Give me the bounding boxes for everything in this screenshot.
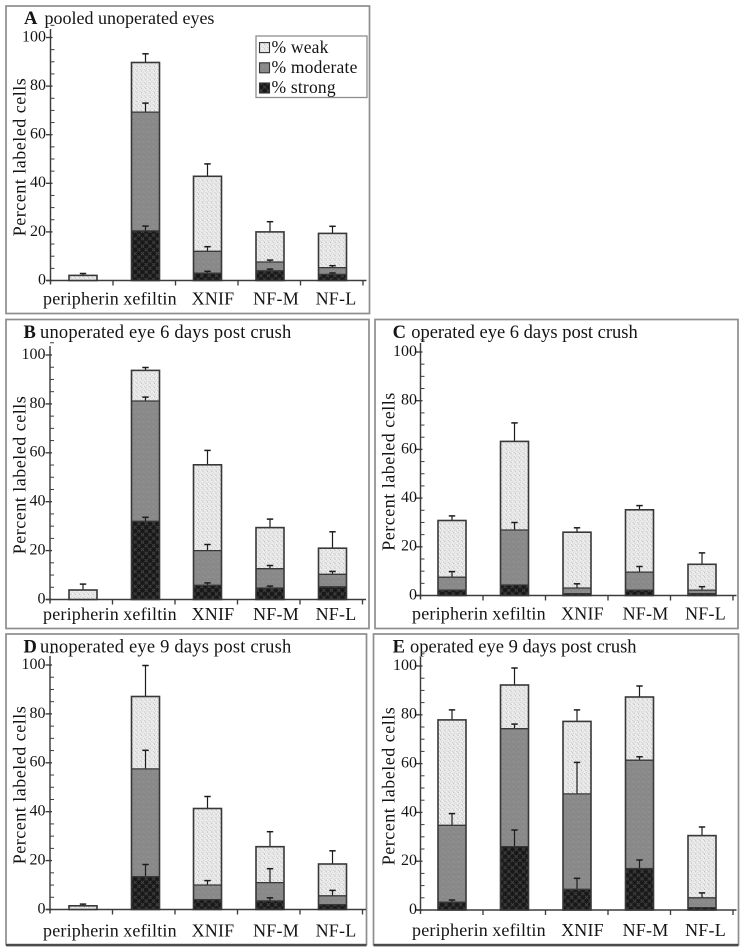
svg-text:80: 80 [30, 395, 46, 412]
svg-text:XNIF: XNIF [561, 920, 604, 940]
svg-text:% moderate: % moderate [272, 57, 358, 77]
svg-text:40: 40 [30, 174, 46, 191]
svg-text:A: A [24, 9, 38, 29]
svg-text:xefiltin: xefiltin [123, 289, 177, 309]
svg-text:60: 60 [30, 754, 46, 771]
svg-text:40: 40 [30, 493, 46, 510]
svg-text:Percent labeled cells: Percent labeled cells [379, 392, 399, 550]
svg-text:NF-L: NF-L [685, 920, 726, 940]
svg-text:pooled unoperated eyes: pooled unoperated eyes [45, 8, 215, 28]
svg-text:20: 20 [401, 852, 417, 869]
svg-text:0: 0 [409, 586, 417, 603]
svg-text:0: 0 [38, 590, 46, 607]
svg-text:0: 0 [409, 901, 417, 918]
svg-text:Percent labeled cells: Percent labeled cells [10, 706, 30, 864]
svg-text:Percent labeled cells: Percent labeled cells [10, 78, 30, 236]
svg-text:peripherin: peripherin [412, 920, 488, 940]
svg-text:xefiltin: xefiltin [123, 921, 177, 941]
svg-text:60: 60 [30, 126, 46, 143]
svg-text:NF-M: NF-M [623, 604, 669, 624]
svg-text:% weak: % weak [272, 37, 329, 57]
svg-text:C: C [393, 323, 406, 343]
svg-text:20: 20 [30, 542, 46, 559]
svg-text:operated eye 9 days post crush: operated eye 9 days post crush [410, 638, 637, 658]
svg-text:peripherin: peripherin [43, 921, 119, 941]
svg-text:80: 80 [30, 705, 46, 722]
svg-text:100: 100 [22, 28, 46, 45]
svg-text:100: 100 [393, 343, 417, 360]
svg-text:NF-L: NF-L [685, 604, 726, 624]
svg-text:60: 60 [30, 444, 46, 461]
svg-text:0: 0 [38, 900, 46, 917]
svg-text:xefiltin: xefiltin [123, 604, 177, 624]
svg-text:XNIF: XNIF [192, 604, 235, 624]
svg-text:Percent labeled cells: Percent labeled cells [379, 707, 399, 865]
svg-text:peripherin: peripherin [43, 289, 119, 309]
svg-text:20: 20 [30, 852, 46, 869]
svg-text:100: 100 [22, 656, 46, 673]
svg-text:100: 100 [393, 657, 417, 674]
svg-text:20: 20 [30, 223, 46, 240]
svg-text:XNIF: XNIF [192, 289, 235, 309]
svg-text:20: 20 [401, 538, 417, 555]
svg-text:40: 40 [30, 803, 46, 820]
svg-text:B: B [24, 323, 36, 343]
svg-text:peripherin: peripherin [412, 604, 488, 624]
svg-text:xefiltin: xefiltin [492, 604, 546, 624]
svg-text:E: E [393, 638, 405, 658]
svg-text:XNIF: XNIF [561, 604, 604, 624]
svg-text:60: 60 [401, 755, 417, 772]
svg-text:NF-M: NF-M [253, 921, 299, 941]
svg-text:D: D [24, 638, 37, 658]
svg-text:unoperated eye 9 days post cru: unoperated eye 9 days post crush [40, 638, 291, 658]
svg-text:peripherin: peripherin [43, 604, 119, 624]
svg-text:% strong: % strong [272, 77, 336, 97]
svg-text:Percent labeled cells: Percent labeled cells [10, 396, 30, 554]
svg-text:60: 60 [401, 440, 417, 457]
svg-text:NF-L: NF-L [316, 289, 357, 309]
svg-text:80: 80 [401, 706, 417, 723]
svg-text:40: 40 [401, 489, 417, 506]
svg-text:NF-L: NF-L [316, 604, 357, 624]
svg-text:xefiltin: xefiltin [492, 920, 546, 940]
svg-text:NF-M: NF-M [253, 604, 299, 624]
svg-text:unoperated eye 6 days post cru: unoperated eye 6 days post crush [40, 323, 291, 343]
svg-text:0: 0 [38, 271, 46, 288]
svg-text:operated eye 6 days post crush: operated eye 6 days post crush [411, 323, 638, 343]
svg-text:80: 80 [401, 392, 417, 409]
svg-text:NF-L: NF-L [316, 921, 357, 941]
svg-text:80: 80 [30, 77, 46, 94]
svg-text:40: 40 [401, 803, 417, 820]
svg-text:NF-M: NF-M [253, 289, 299, 309]
svg-text:100: 100 [22, 346, 46, 363]
svg-text:XNIF: XNIF [192, 921, 235, 941]
svg-text:NF-M: NF-M [623, 920, 669, 940]
